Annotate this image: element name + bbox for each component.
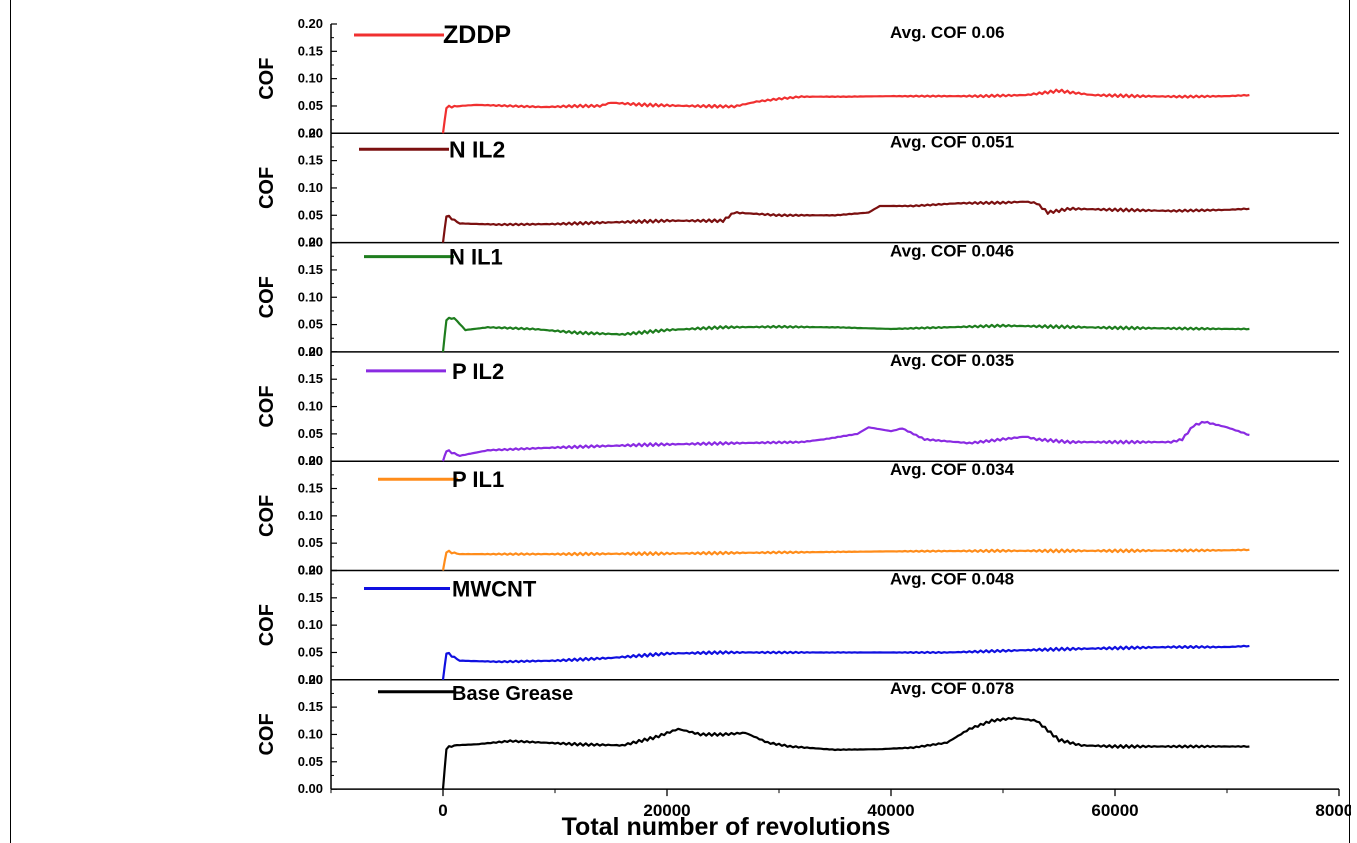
avg-cof-label: Avg. COF 0.06 [890, 23, 1005, 42]
y-tick-label: 0.00 [298, 781, 323, 796]
legend-label: MWCNT [452, 577, 537, 602]
y-axis-title: COF [256, 495, 278, 537]
panel-p-il1: 0.00 0.05 0.10 0.15 0.20 COF P IL1 Avg. COF 0.0… [256, 453, 1339, 578]
y-tick-label: 0.00 [298, 344, 323, 359]
y-tick-label: 0.10 [298, 71, 323, 86]
panel-n-il1: 0.00 0.05 0.10 0.15 0.20 COF N IL1 Avg. COF 0.0… [256, 235, 1339, 359]
series-line-n-il1 [441, 316, 1250, 353]
panel-n-il2: 0.00 0.05 0.10 0.15 0.20 COF N IL2 Avg. COF 0.0… [256, 125, 1339, 250]
panel-p-il2: 0.00 0.05 0.10 0.15 0.20 COF P IL2 Avg. COF 0.0… [256, 344, 1339, 468]
series-line-p-il1 [441, 548, 1250, 571]
y-tick-label: 0.05 [298, 98, 323, 113]
y-tick-label: 0.10 [298, 399, 323, 414]
y-tick-label: 0.10 [298, 508, 323, 523]
y-tick-label: 0.15 [298, 590, 323, 605]
panel-zddp: 0.00 0.05 0.10 0.15 0.20 COF ZDDP Avg. COF 0.06 [256, 16, 1339, 140]
legend-label: P IL2 [452, 359, 504, 384]
series-line-base-grease [441, 716, 1250, 790]
y-axis-title: COF [256, 276, 278, 318]
series-line-mwcnt [441, 644, 1250, 680]
y-tick-label: 0.10 [298, 180, 323, 195]
y-tick-label: 0.15 [298, 262, 323, 277]
avg-cof-label: Avg. COF 0.051 [890, 132, 1014, 151]
stacked-cof-chart: 0.00 0.05 0.10 0.15 0.20 COF ZDDP Avg. COF 0.06… [256, 16, 1351, 841]
y-tick-label: 0.00 [298, 563, 323, 578]
legend-label: P IL1 [452, 467, 504, 492]
y-tick-label: 0.05 [298, 207, 323, 222]
chart-panels: 0.00 0.05 0.10 0.15 0.20 COF ZDDP Avg. COF 0.06… [256, 16, 1339, 796]
y-tick-label: 0.20 [298, 672, 323, 687]
panel-base-grease: 0.00 0.05 0.10 0.15 0.20 COF Base Grease Avg. C… [256, 672, 1339, 796]
y-tick-label: 0.15 [298, 481, 323, 496]
y-tick-label: 0.10 [298, 617, 323, 632]
avg-cof-label: Avg. COF 0.046 [890, 242, 1014, 261]
y-axis-title: COF [256, 713, 278, 755]
y-tick-label: 0.20 [298, 344, 323, 359]
legend-label: ZDDP [443, 21, 511, 49]
y-tick-label: 0.20 [298, 125, 323, 140]
y-tick-label: 0.05 [298, 644, 323, 659]
y-tick-label: 0.10 [298, 289, 323, 304]
avg-cof-label: Avg. COF 0.048 [890, 570, 1014, 589]
avg-cof-label: Avg. COF 0.034 [890, 460, 1015, 479]
y-tick-label: 0.05 [298, 754, 323, 769]
y-tick-label: 0.15 [298, 43, 323, 58]
y-tick-label: 0.15 [298, 371, 323, 386]
y-axis-title: COF [256, 604, 278, 646]
y-axis-title: COF [256, 167, 278, 209]
y-tick-label: 0.00 [298, 672, 323, 687]
y-tick-label: 0.00 [298, 125, 323, 140]
series-line-n-il2 [441, 200, 1250, 243]
y-tick-label: 0.00 [298, 235, 323, 250]
y-tick-label: 0.15 [298, 699, 323, 714]
figure-frame: 0.00 0.05 0.10 0.15 0.20 COF ZDDP Avg. COF 0.06… [10, 0, 1351, 843]
legend-label: N IL2 [449, 136, 505, 162]
y-tick-label: 0.20 [298, 563, 323, 578]
y-tick-label: 0.20 [298, 16, 323, 31]
y-tick-label: 0.20 [298, 235, 323, 250]
x-tick-label: 60000 [1091, 801, 1138, 820]
x-tick-label: 0 [438, 801, 447, 820]
x-tick-label: 40000 [867, 801, 914, 820]
y-tick-label: 0.20 [298, 453, 323, 468]
y-tick-label: 0.05 [298, 535, 323, 550]
y-tick-label: 0.05 [298, 317, 323, 332]
panel-mwcnt: 0.00 0.05 0.10 0.15 0.20 COF MWCNT Avg. COF 0.0… [256, 563, 1339, 687]
x-tick-label: 80000 [1315, 801, 1351, 820]
y-axis-title: COF [256, 58, 278, 100]
y-tick-label: 0.10 [298, 726, 323, 741]
x-tick-label: 20000 [643, 801, 690, 820]
avg-cof-label: Avg. COF 0.035 [890, 351, 1014, 370]
y-tick-label: 0.00 [298, 453, 323, 468]
y-tick-label: 0.15 [298, 153, 323, 168]
series-line-zddp [441, 88, 1250, 134]
y-tick-label: 0.05 [298, 426, 323, 441]
legend-label: Base Grease [452, 683, 573, 705]
legend-label: N IL1 [449, 245, 503, 270]
x-axis: 0 20000 40000 60000 80000 [330, 789, 1351, 820]
x-axis-title: Total number of revolutions [562, 813, 891, 841]
avg-cof-label: Avg. COF 0.078 [890, 679, 1014, 698]
y-axis-title: COF [256, 385, 278, 427]
series-line-p-il2 [441, 420, 1250, 462]
